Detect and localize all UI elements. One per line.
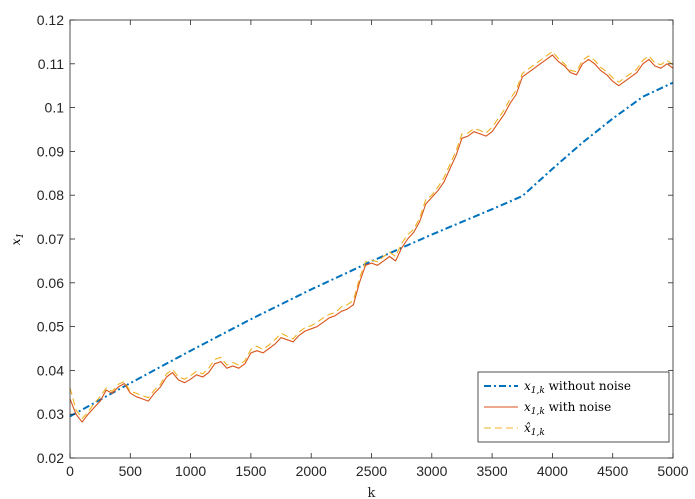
y-tick-label: 0.07: [37, 231, 64, 247]
y-axis-label: x1: [9, 233, 26, 246]
series-line-1: [69, 81, 674, 418]
y-tick-label: 0.09: [37, 143, 64, 159]
y-tick-label: 0.1: [45, 100, 65, 116]
x-tick-label: 0: [66, 463, 74, 479]
y-tick-label: 0.06: [37, 275, 64, 291]
y-tick-label: 0.08: [37, 187, 64, 203]
y-tick-label: 0.03: [37, 406, 64, 422]
legend-label-1: x1,k without noise: [524, 379, 631, 396]
series-line-2: [69, 54, 674, 423]
y-tick-label: 0.04: [37, 362, 64, 378]
ticks-layer: 0 500 1000 1500 2000 2500 3000 3500 4000 4500 5000…: [37, 12, 689, 479]
x-tick-label: 500: [119, 463, 143, 479]
x-tick-label: 1500: [235, 463, 266, 479]
y-axis-label-sub: 1: [16, 233, 26, 239]
x-tick-label: 4000: [537, 463, 568, 479]
svg-text:x1: x1: [9, 233, 26, 246]
legend: x1,k without noise x1,k with noise x̂1,k: [477, 371, 670, 443]
y-tick-label: 0.11: [38, 56, 64, 72]
x-axis-label: k: [368, 486, 376, 499]
x-tick-label: 2500: [356, 463, 387, 479]
legend-label-3: x̂1,k: [524, 421, 545, 438]
x-tick-label: 3500: [477, 463, 508, 479]
y-tick-label: 0.12: [37, 12, 64, 28]
x-tick-label: 3000: [416, 463, 447, 479]
x-tick-label: 5000: [657, 463, 688, 479]
x-tick-label: 2000: [296, 463, 327, 479]
x-tick-label: 4500: [597, 463, 628, 479]
x-tick-label: 1000: [175, 463, 206, 479]
series-line-3: [69, 50, 674, 420]
series-layer: [69, 50, 674, 423]
legend-label-2: x1,k with noise: [524, 400, 611, 417]
y-axis-label-main: x: [9, 238, 23, 245]
y-tick-label: 0.05: [37, 319, 64, 335]
y-tick-label: 0.02: [37, 450, 64, 466]
